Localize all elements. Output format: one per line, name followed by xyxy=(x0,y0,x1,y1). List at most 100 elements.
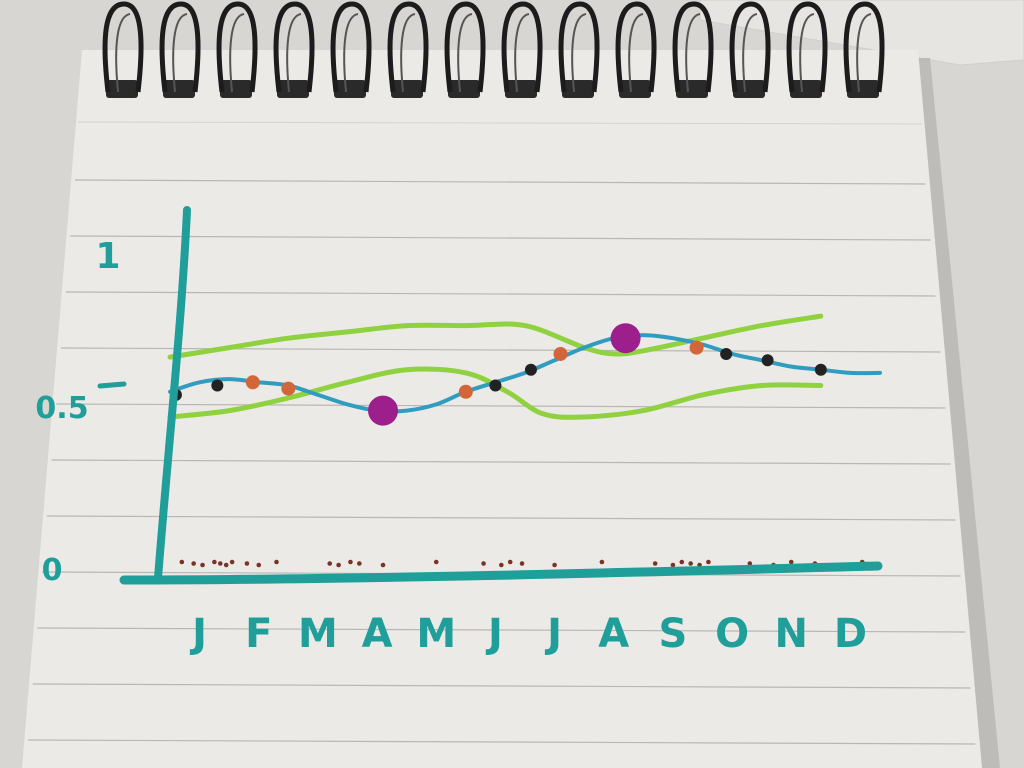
notebook-page xyxy=(22,50,982,768)
spiral-binding xyxy=(102,1,885,98)
spiral-ring xyxy=(558,1,600,98)
rule-line xyxy=(77,121,923,125)
point-orange xyxy=(245,375,260,390)
y-axis xyxy=(154,206,191,582)
baseline-point xyxy=(217,561,223,566)
baseline-point xyxy=(599,559,605,565)
ring-wire xyxy=(843,1,885,93)
ring-highlight xyxy=(514,13,530,93)
x-tick-label: S xyxy=(659,611,688,657)
rule-line xyxy=(65,291,936,297)
ring-wire xyxy=(615,1,657,93)
ring-highlight xyxy=(400,13,416,93)
upper-band-line xyxy=(167,313,824,360)
baseline-point xyxy=(747,561,753,566)
rule-line xyxy=(32,683,971,689)
ring-hole xyxy=(619,80,651,98)
ring-hole xyxy=(733,80,765,98)
spiral-ring xyxy=(615,1,657,98)
ring-wire xyxy=(786,1,828,93)
baseline-point xyxy=(244,561,250,566)
band-lines xyxy=(167,313,824,420)
spiral-ring xyxy=(444,1,486,98)
point-dark xyxy=(524,363,537,376)
point-dark xyxy=(489,379,502,392)
baseline-point xyxy=(274,559,279,565)
x-axis xyxy=(119,561,883,585)
x-tick-label: A xyxy=(362,611,393,657)
y-tick-mark xyxy=(97,381,127,389)
y-tick-labels: 00.51 xyxy=(35,236,127,588)
ring-hole xyxy=(676,80,708,98)
ring-hole xyxy=(106,80,138,98)
ring-hole xyxy=(277,80,309,98)
baseline-point xyxy=(481,561,486,566)
lower-band-line xyxy=(167,366,824,420)
ring-highlight xyxy=(229,13,245,93)
y-tick-label: 0 xyxy=(42,553,63,588)
x-tick-label: J xyxy=(544,611,562,657)
ring-hole xyxy=(448,80,480,98)
rule-line xyxy=(56,403,946,409)
ring-highlight xyxy=(685,13,701,93)
y-tick-label: 1 xyxy=(95,236,120,277)
axes xyxy=(119,206,883,585)
spiral-ring xyxy=(216,1,258,98)
baseline-point xyxy=(433,559,439,565)
x-tick-label: M xyxy=(416,611,456,657)
spiral-ring xyxy=(159,1,201,98)
ring-wire xyxy=(216,1,258,93)
spiral-ring xyxy=(672,1,714,98)
spiral-ring xyxy=(843,1,885,98)
baseline-point xyxy=(200,562,205,568)
ring-hole xyxy=(562,80,594,98)
ring-wire xyxy=(444,1,486,93)
baseline-point xyxy=(229,559,235,565)
point-purple xyxy=(610,323,641,354)
rule-line xyxy=(37,627,966,633)
x-tick-label: D xyxy=(834,611,867,657)
point-dark xyxy=(211,379,224,392)
x-tick-label: J xyxy=(485,611,503,657)
baseline-point xyxy=(179,559,185,565)
baseline-point xyxy=(788,559,794,565)
ring-wire xyxy=(558,1,600,93)
ring-wire xyxy=(501,1,543,93)
ring-hole xyxy=(847,80,879,98)
x-tick-label: F xyxy=(245,611,272,657)
ring-highlight xyxy=(628,13,644,93)
point-orange xyxy=(281,381,296,396)
point-orange xyxy=(458,384,473,399)
ring-hole xyxy=(334,80,366,98)
spiral-ring xyxy=(786,1,828,98)
baseline-point xyxy=(357,561,362,566)
data-markers xyxy=(169,323,827,426)
ring-highlight xyxy=(343,13,359,93)
spiral-ring xyxy=(387,1,429,98)
point-dark xyxy=(720,347,733,360)
x-tick-label: M xyxy=(298,611,338,657)
ring-wire xyxy=(672,1,714,93)
baseline-point xyxy=(256,562,262,568)
spiral-ring xyxy=(273,1,315,98)
baseline-point xyxy=(670,562,676,568)
ring-hole xyxy=(505,80,537,98)
spiral-ring xyxy=(102,1,144,98)
ring-hole xyxy=(790,80,822,98)
point-dark xyxy=(814,363,827,376)
baseline-point xyxy=(706,559,711,565)
ring-wire xyxy=(729,1,771,93)
baseline-point xyxy=(223,562,229,568)
ring-hole xyxy=(391,80,423,98)
baseline-point xyxy=(336,562,341,568)
ring-highlight xyxy=(856,13,872,93)
ring-highlight xyxy=(115,13,131,93)
ring-highlight xyxy=(172,13,188,93)
rule-line xyxy=(46,515,956,521)
baseline-point xyxy=(652,561,658,566)
rule-line xyxy=(51,459,951,465)
baseline-point xyxy=(519,561,525,566)
point-purple xyxy=(368,395,398,426)
